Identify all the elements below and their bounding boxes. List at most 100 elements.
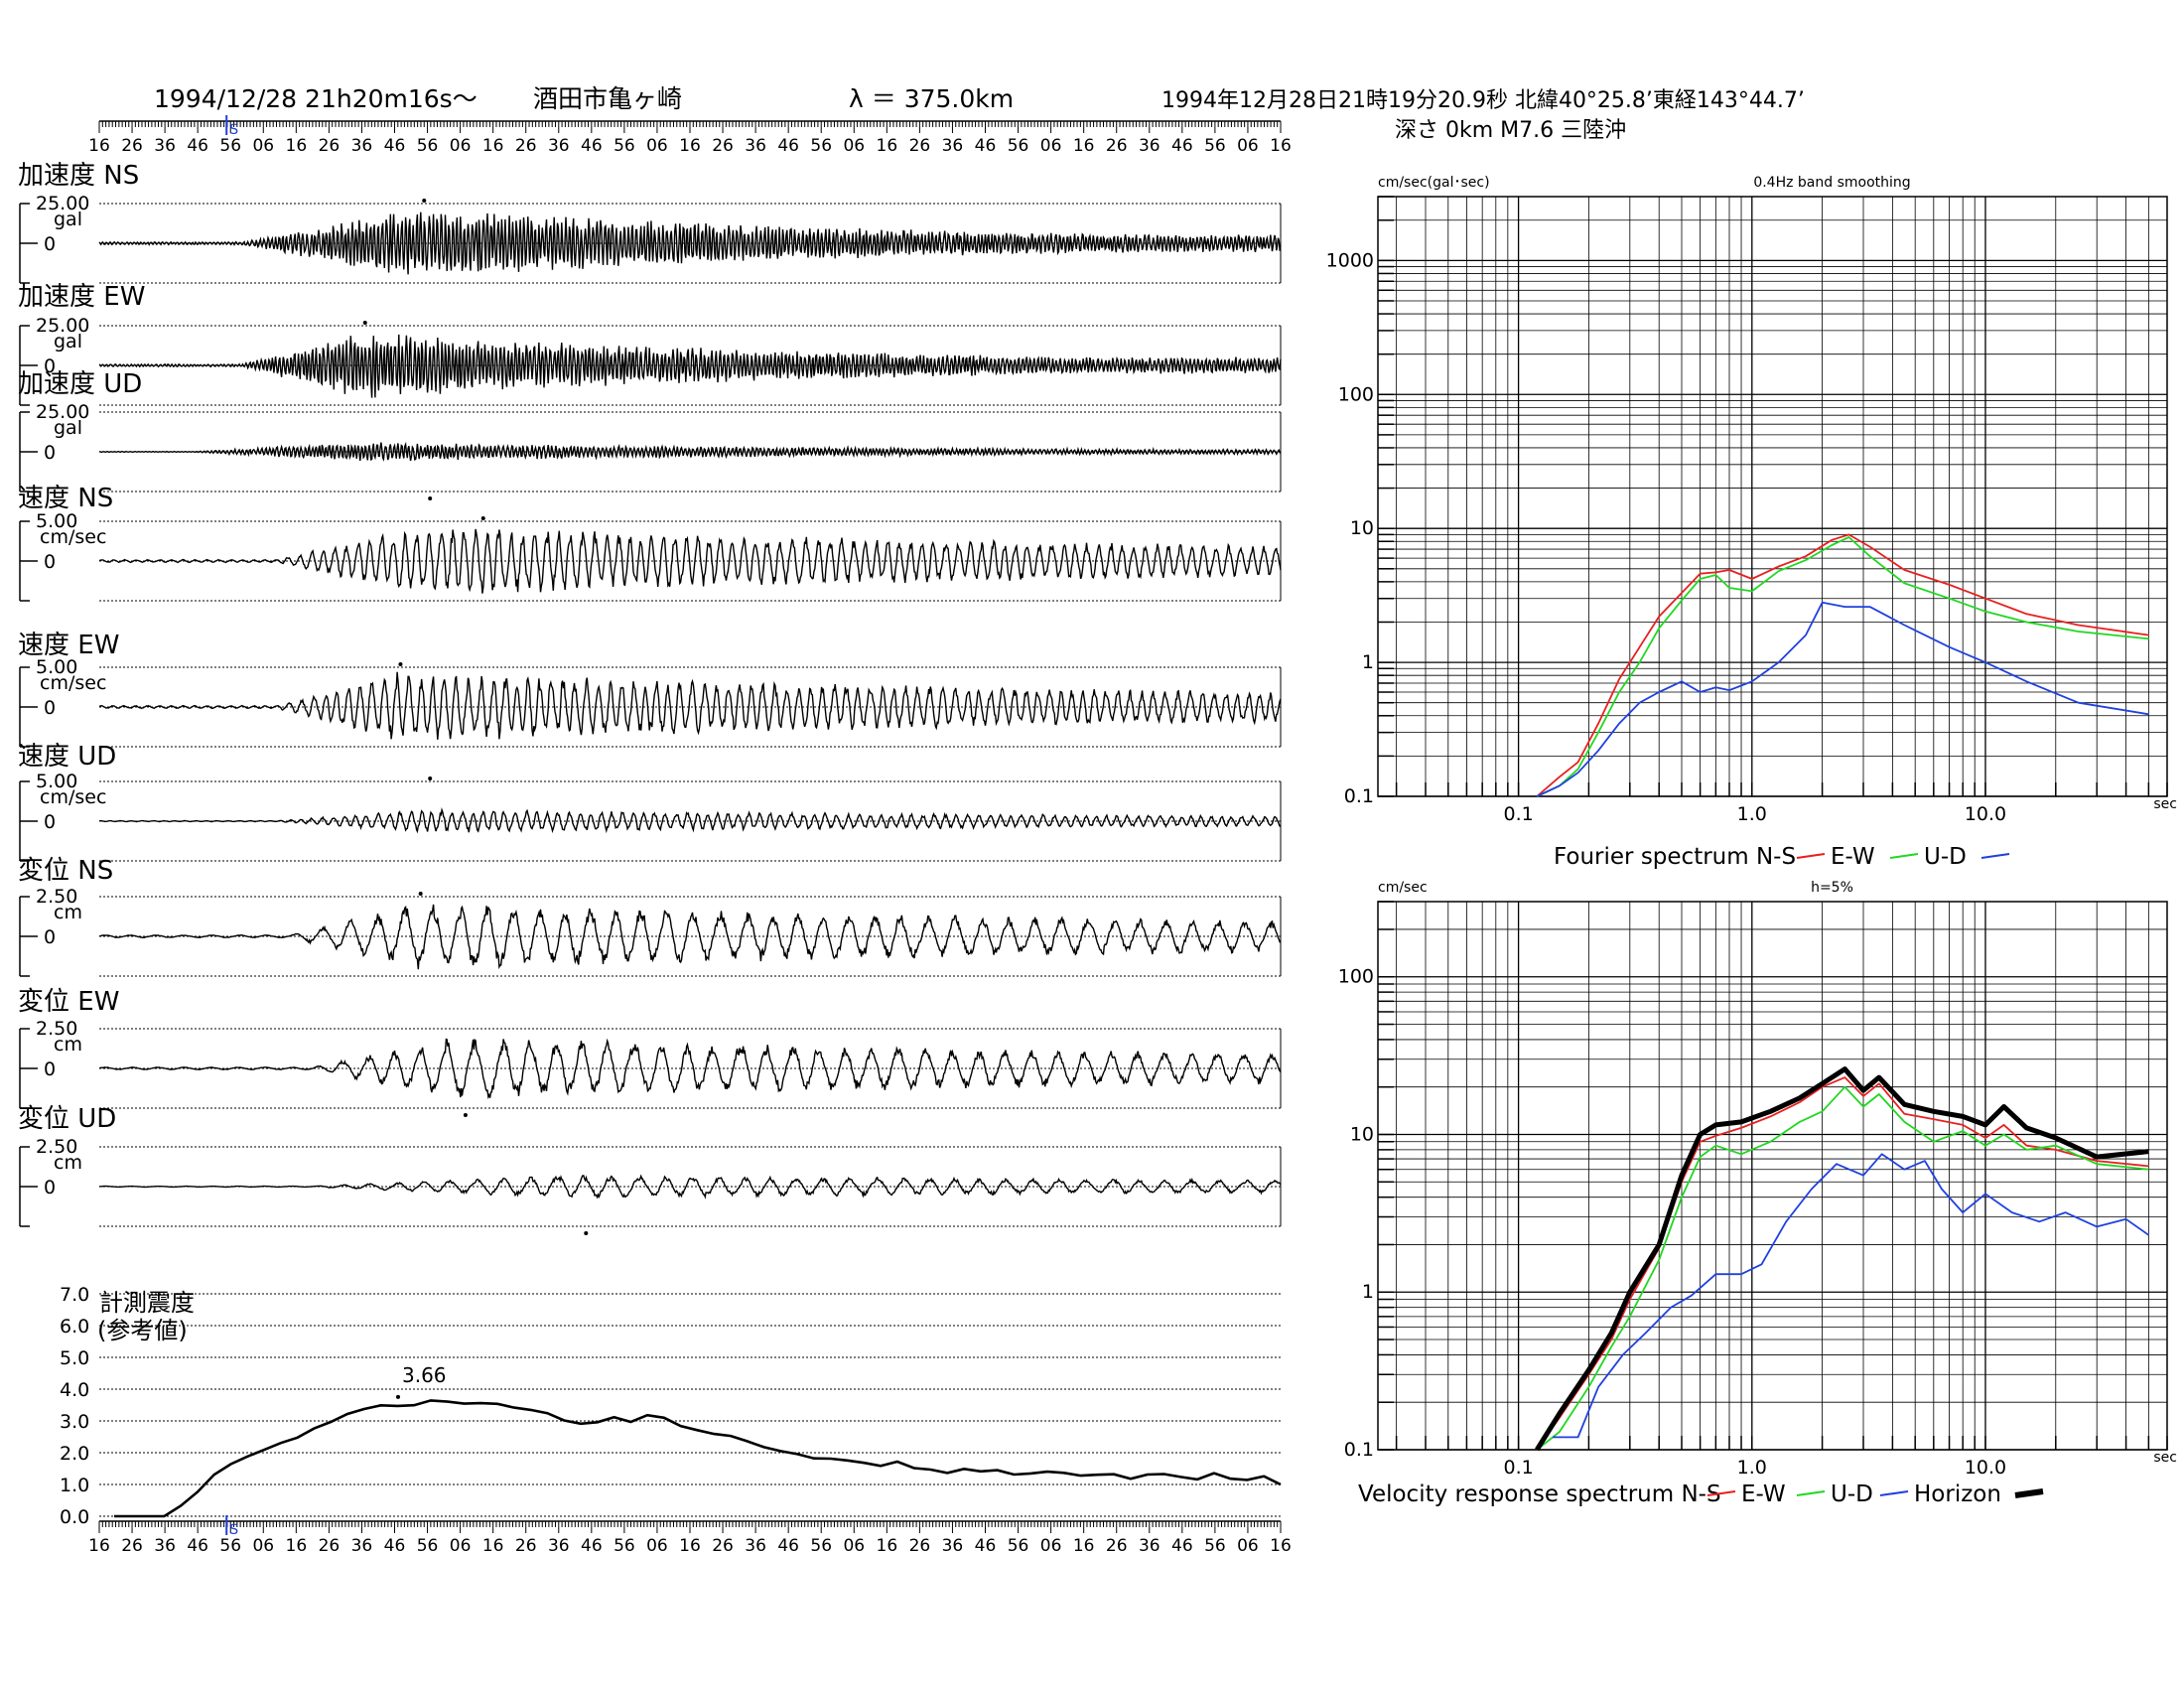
legend-label: U-D (1831, 1481, 1873, 1507)
x-tick-label: 1.0 (1737, 1457, 1767, 1479)
x-axis-label: sec (2153, 796, 2177, 812)
time-tick-label: 56 (1204, 1536, 1226, 1556)
x-tick-label: 0.1 (1503, 1457, 1533, 1479)
time-tick-label: 36 (154, 136, 176, 156)
zero-label: 0 (44, 355, 56, 377)
time-tick-label: 16 (88, 136, 110, 156)
unit-label: cm (54, 1034, 82, 1056)
unit-label: gal (54, 417, 82, 439)
scale-value: 5.00 (36, 656, 77, 678)
time-tick-label: 46 (187, 1536, 208, 1556)
time-tick-label: 06 (1237, 1536, 1259, 1556)
intensity-panel: 計測震度 (参考値) 3.66 0.0 1.0 2.0 3.0 4.0 5.0 6.0 7.0 (60, 1284, 1282, 1528)
time-tick-label: 56 (810, 136, 832, 156)
zero-label: 0 (44, 233, 56, 255)
y-tick-label: 1000 (1326, 249, 1374, 271)
panel-title: 加速度 UD (18, 369, 142, 399)
series-ud (1553, 1153, 2149, 1439)
panel-title: 加速度 EW (18, 282, 145, 312)
time-tick-label: 06 (843, 136, 865, 156)
time-tick-label: 16 (286, 136, 308, 156)
time-tick-label: 46 (975, 136, 997, 156)
time-tick-label: 36 (745, 1536, 766, 1556)
peak-marker (398, 662, 403, 666)
time-tick-label: 36 (548, 136, 570, 156)
peak-marker (428, 496, 433, 500)
panel-title: 変位 UD (18, 1104, 116, 1134)
intensity-tick-label: 4.0 (60, 1379, 89, 1401)
series-horizon (1535, 1066, 2149, 1452)
peak-marker (480, 516, 485, 520)
time-tick-label: 36 (351, 1536, 373, 1556)
peak-marker (362, 321, 367, 325)
panel-title: 加速度 NS (18, 161, 139, 191)
quake-info-line1: 1994年12月28日21時19分20.9秒 北緯40°25.8’東経143°4… (1161, 88, 1805, 113)
intensity-tick-label: 3.0 (60, 1411, 89, 1433)
scale-value: 2.50 (36, 886, 77, 908)
legend-swatch (1796, 1490, 1826, 1496)
legend-swatch (1706, 1490, 1736, 1496)
scale-value: 2.50 (36, 1018, 77, 1040)
y-axis-label: cm/sec(gal･sec) (1378, 175, 1490, 191)
intensity-tick-label: 1.0 (60, 1475, 89, 1496)
time-tick-label: 16 (88, 1536, 110, 1556)
scale-value: 25.00 (36, 193, 89, 214)
time-tick-label: 46 (384, 136, 406, 156)
zero-label: 0 (44, 551, 56, 573)
unit-label: cm/sec (40, 526, 106, 548)
time-tick-label: 06 (646, 1536, 668, 1556)
unit-label: cm (54, 902, 82, 923)
waveform-trace (98, 904, 1282, 970)
series-ns (1536, 1076, 2149, 1451)
time-tick-label: 06 (1237, 136, 1259, 156)
time-tick-label: 16 (1073, 1536, 1095, 1556)
time-tick-label: 26 (909, 1536, 931, 1556)
x-tick-label: 1.0 (1737, 803, 1767, 825)
series-ew (1536, 1085, 2149, 1451)
legend-swatch (1796, 853, 1826, 859)
x-tick-label: 10.0 (1965, 803, 2006, 825)
intensity-peak-label: 3.66 (402, 1363, 447, 1387)
peak-marker (428, 776, 433, 780)
zero-label: 0 (44, 1177, 56, 1198)
zero-label: 0 (44, 926, 56, 948)
time-tick-label: 46 (384, 1536, 406, 1556)
time-tick-label: 16 (877, 136, 898, 156)
intensity-tick-label: 5.0 (60, 1347, 89, 1369)
waveform-trace (98, 334, 1282, 398)
waveform-trace (98, 441, 1282, 462)
time-tick-label: 26 (1106, 136, 1128, 156)
time-tick-label: 46 (1171, 1536, 1193, 1556)
bottom-time-axis: 16 26 36 46 56 06 16 26 36 46 56 06 16 26 36 46 56 06 16 26… (88, 1515, 1292, 1556)
time-tick-label: 56 (810, 1536, 832, 1556)
time-tick-label: 56 (1204, 136, 1226, 156)
time-tick-label: 26 (712, 1536, 734, 1556)
time-tick-label: 16 (679, 1536, 701, 1556)
chart-subtitle: h=5% (1811, 880, 1853, 896)
time-tick-label: 06 (450, 1536, 472, 1556)
peak-marker (422, 199, 427, 203)
unit-label: cm/sec (40, 672, 106, 694)
time-tick-label: 16 (877, 1536, 898, 1556)
legend-label: Velocity response spectrum N-S (1358, 1481, 1721, 1507)
time-tick-label: 36 (548, 1536, 570, 1556)
time-tick-label: 26 (515, 1536, 537, 1556)
scale-value: 2.50 (36, 1136, 77, 1158)
time-tick-label: 06 (252, 1536, 274, 1556)
x-tick-label: 10.0 (1965, 1457, 2006, 1479)
panel-title: 速度 UD (18, 742, 116, 772)
peak-marker (584, 1231, 589, 1235)
intensity-tick-label: 2.0 (60, 1443, 89, 1465)
station-name: 酒田市亀ヶ崎 (533, 84, 682, 113)
time-tick-label: 06 (1040, 136, 1062, 156)
y-axis-label: cm/sec (1378, 880, 1428, 896)
time-tick-label: 36 (942, 136, 964, 156)
y-tick-label: 0.1 (1344, 785, 1374, 807)
time-tick-label: 26 (1106, 1536, 1128, 1556)
